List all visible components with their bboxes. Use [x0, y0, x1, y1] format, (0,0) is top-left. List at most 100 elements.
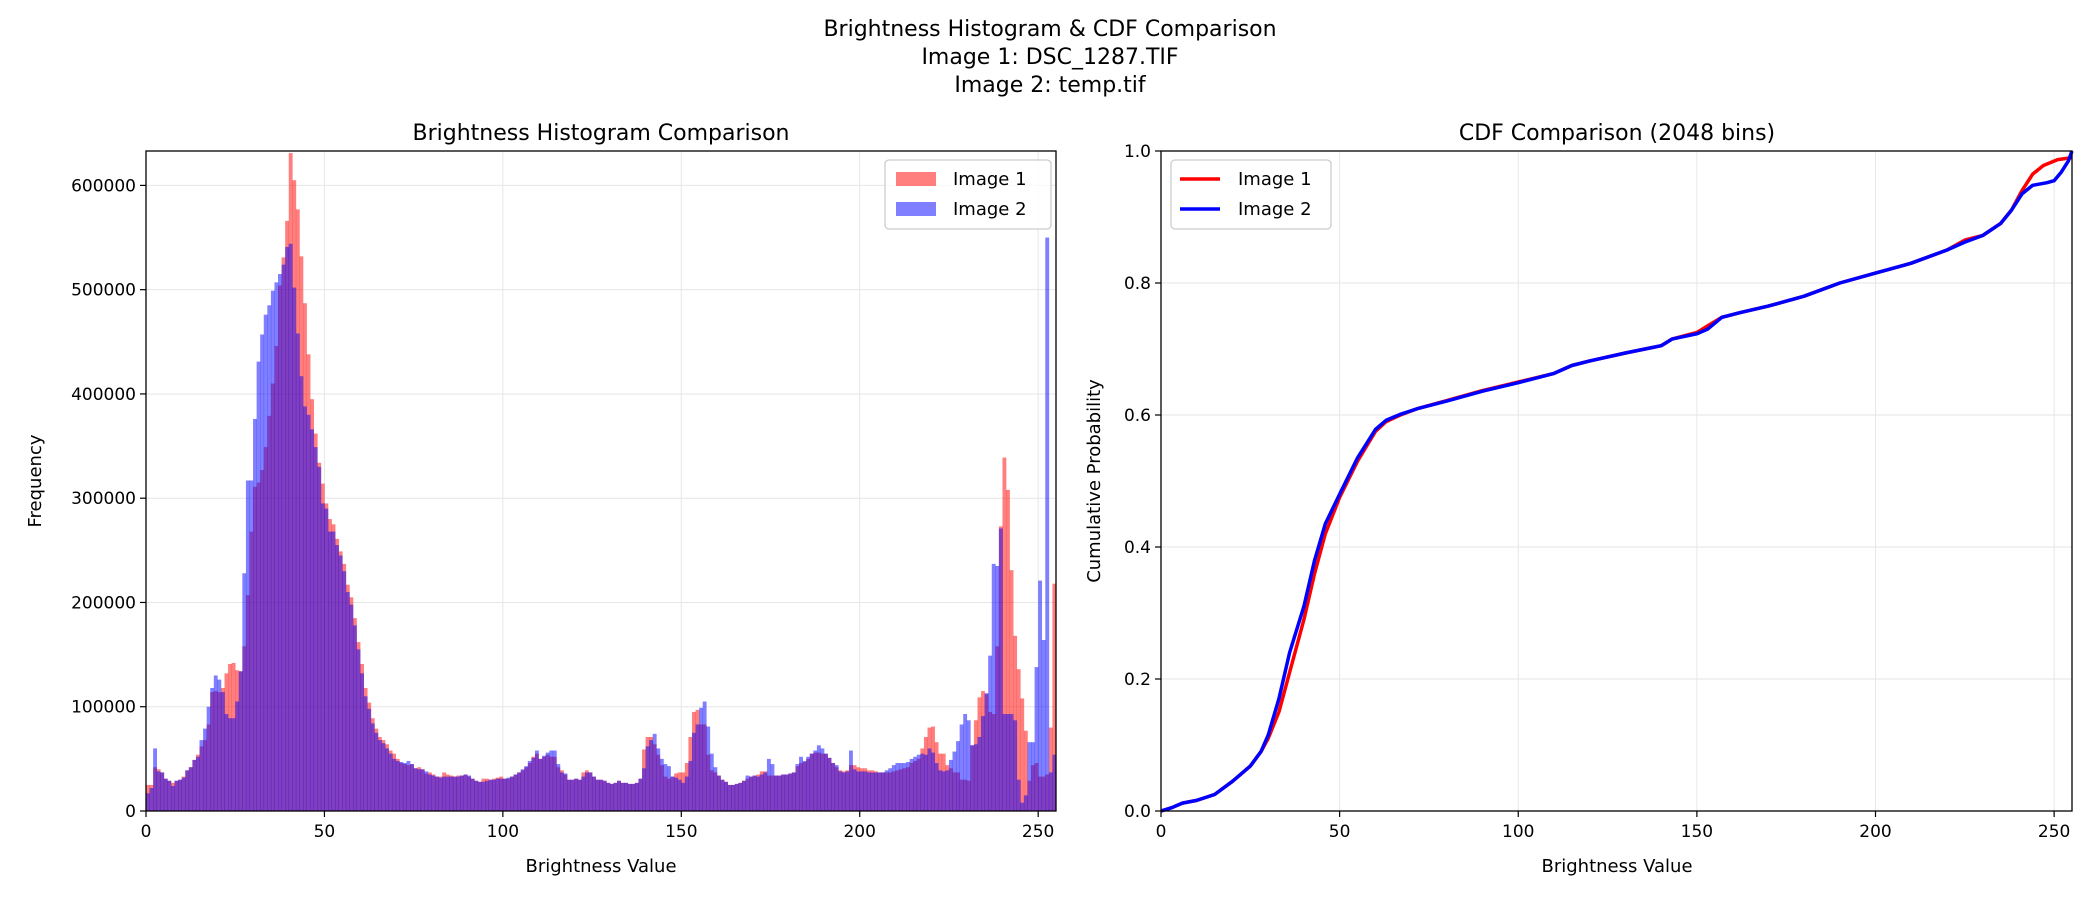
- histogram-bar: [859, 771, 864, 811]
- histogram-bar: [948, 759, 953, 811]
- histogram-bar: [841, 772, 846, 811]
- histogram-bar: [181, 777, 186, 811]
- histogram-bar: [249, 480, 254, 811]
- histogram-bar: [527, 760, 532, 811]
- histogram-bar: [438, 777, 443, 811]
- histogram-bar: [906, 761, 910, 811]
- histogram-bar: [752, 775, 757, 811]
- histogram-bar: [1006, 714, 1010, 811]
- histogram-bar: [874, 772, 878, 811]
- histogram-bar: [420, 769, 425, 811]
- histogram-x-tick-label: 100: [487, 822, 519, 842]
- histogram-bar: [452, 776, 457, 811]
- histogram-x-tick-label: 50: [314, 822, 336, 842]
- histogram-bar: [220, 692, 225, 811]
- histogram-x-tick-label: 150: [665, 822, 697, 842]
- histogram-bar: [149, 788, 154, 811]
- histogram-bar: [328, 531, 332, 811]
- histogram-bar: [938, 770, 943, 811]
- histogram-bar: [713, 767, 718, 811]
- histogram-bar: [574, 778, 579, 811]
- histogram-bar: [313, 447, 318, 811]
- histogram-bar: [663, 764, 668, 811]
- histogram-bar: [667, 766, 671, 811]
- histogram-bar: [731, 784, 736, 811]
- cdf-x-tick-label: 0: [1156, 822, 1167, 842]
- histogram-bar: [456, 776, 461, 811]
- histogram-bar: [156, 771, 161, 811]
- histogram-bar: [877, 772, 882, 811]
- histogram-bar: [716, 775, 721, 811]
- histogram-bar: [567, 779, 571, 811]
- histogram-series-2: [146, 237, 1057, 812]
- histogram-bar: [427, 774, 432, 811]
- histogram-bar: [624, 782, 629, 811]
- histogram-bar: [146, 793, 150, 811]
- histogram-bar: [442, 776, 447, 811]
- histogram-bar: [581, 776, 586, 811]
- histogram-bar: [952, 751, 957, 811]
- histogram-bar: [827, 757, 832, 811]
- histogram-bar: [160, 772, 165, 811]
- histogram-bar: [709, 753, 714, 811]
- histogram-bar: [849, 750, 853, 811]
- histogram-bar: [898, 763, 903, 811]
- histogram-bar: [1045, 237, 1050, 811]
- histogram-bar: [377, 740, 382, 811]
- histogram-bar: [634, 782, 639, 811]
- histogram-bar: [909, 758, 914, 811]
- histogram-bar: [1023, 795, 1028, 811]
- histogram-bar: [652, 733, 657, 811]
- histogram-bar: [338, 555, 343, 811]
- histogram-bar: [763, 772, 768, 811]
- histogram-y-tick-label: 100000: [71, 698, 136, 718]
- histogram-bar: [599, 779, 604, 811]
- histogram-bar: [385, 748, 389, 811]
- histogram-bar: [720, 779, 725, 811]
- histogram-bar: [941, 771, 946, 811]
- histogram-bar: [506, 777, 511, 811]
- histogram-bar: [185, 770, 190, 811]
- histogram-bar: [981, 716, 985, 811]
- histogram-legend: Image 1 Image 2: [884, 159, 1052, 230]
- histogram-bar: [281, 264, 286, 811]
- histogram-bar: [331, 531, 336, 811]
- histogram-bar: [410, 764, 414, 811]
- cdf-y-tick-label: 0.2: [1124, 670, 1151, 690]
- histogram-bar: [213, 675, 218, 811]
- histogram-bar: [467, 775, 472, 811]
- histogram-bar: [706, 726, 711, 811]
- histogram-bar: [488, 779, 493, 811]
- histogram-axes-frame: [145, 150, 1057, 812]
- legend-swatch-image-1: [896, 172, 936, 186]
- histogram-bar: [445, 776, 450, 811]
- histogram-panel: Brightness Histogram Comparison Brightne…: [25, 121, 1057, 877]
- histogram-bar: [345, 592, 350, 811]
- histogram-bar: [531, 757, 536, 811]
- legend-label-image-2: Image 2: [953, 199, 1027, 220]
- histogram-bar: [727, 784, 732, 811]
- histogram-bar: [1048, 727, 1053, 811]
- histogram-bar: [620, 782, 625, 811]
- histogram-bar: [295, 333, 300, 811]
- histogram-bar: [1048, 772, 1053, 811]
- histogram-bar: [1052, 754, 1057, 811]
- histogram-bar: [745, 775, 750, 811]
- cdf-legend: Image 1 Image 2: [1170, 159, 1332, 230]
- histogram-bar: [335, 545, 340, 811]
- cdf-axes-frame: [1160, 150, 2073, 812]
- histogram-bar: [970, 745, 975, 811]
- histogram-bar: [167, 780, 172, 811]
- histogram-bar: [402, 763, 407, 811]
- histogram-bar: [270, 290, 275, 811]
- histogram-bar: [1034, 667, 1039, 811]
- histogram-bar: [681, 782, 686, 811]
- histogram-bar: [991, 563, 996, 811]
- histogram-bar: [299, 376, 304, 811]
- histogram-bar: [670, 776, 675, 811]
- cdf-x-tick-label: 200: [1859, 822, 1891, 842]
- cdf-legend-label-image-1: Image 1: [1238, 169, 1312, 190]
- histogram-bar: [602, 780, 607, 811]
- histogram-bar: [1027, 742, 1032, 811]
